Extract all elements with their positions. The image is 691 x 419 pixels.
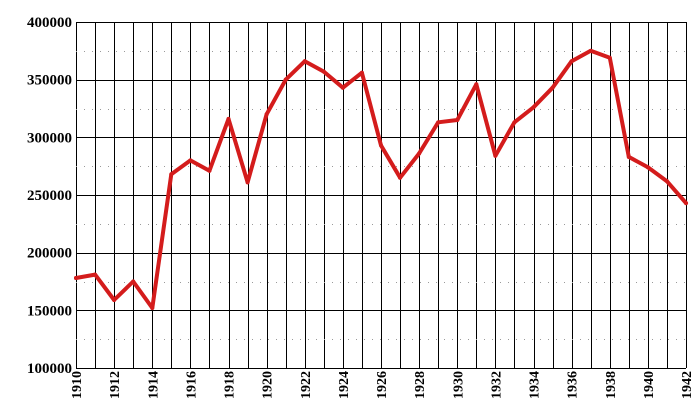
data-point [226, 116, 231, 121]
y-tick-label: 400000 [27, 15, 72, 31]
x-tick-label: 1922 [299, 371, 314, 399]
y-tick-label: 250000 [27, 188, 72, 204]
data-point [550, 85, 555, 90]
data-point [664, 179, 669, 184]
x-tick-label: 1926 [375, 371, 390, 399]
x-tick-label: 1916 [184, 371, 199, 399]
data-point [283, 77, 288, 82]
data-point [207, 168, 212, 173]
x-tick-label: 1934 [528, 371, 543, 399]
data-point [531, 105, 536, 110]
x-tick-label: 1930 [451, 371, 466, 399]
x-tick-label: 1918 [223, 371, 238, 399]
data-point [455, 118, 460, 123]
data-point [245, 180, 250, 185]
data-point [626, 154, 631, 159]
data-point [474, 82, 479, 87]
data-point [607, 55, 612, 60]
y-tick-label: 300000 [27, 130, 72, 146]
data-point [379, 143, 383, 148]
data-point [131, 279, 136, 284]
data-point [588, 48, 593, 53]
data-point [417, 151, 422, 156]
data-point [569, 59, 574, 64]
data-point [169, 172, 174, 177]
data-point [74, 276, 78, 281]
x-tick-label: 1936 [566, 371, 581, 399]
y-tick-label: 350000 [27, 73, 72, 89]
y-tick-label: 150000 [27, 303, 72, 319]
x-tick-label: 1942 [680, 371, 691, 399]
data-point [359, 70, 364, 75]
y-tick-label: 200000 [27, 246, 72, 262]
data-point [645, 165, 650, 170]
data-point [302, 59, 307, 64]
x-tick-label: 1920 [261, 371, 276, 399]
data-point [512, 120, 517, 125]
data-point [321, 69, 326, 74]
series-layer [74, 48, 688, 311]
data-point [150, 306, 155, 311]
data-point [436, 120, 441, 125]
data-point [340, 85, 345, 90]
x-tick-label: 1938 [604, 371, 619, 399]
data-point [684, 201, 688, 206]
data-point [112, 297, 117, 302]
y-axis-ticks: 100000 150000 200000 250000 300000 350000 4000… [27, 15, 72, 377]
data-point [188, 158, 193, 163]
data-point [264, 112, 269, 117]
x-tick-label: 1910 [70, 371, 85, 399]
x-tick-label: 1932 [489, 371, 504, 399]
y-tick-label: 100000 [27, 361, 72, 377]
x-tick-label: 1928 [413, 371, 428, 399]
x-tick-label: 1912 [108, 371, 123, 399]
x-tick-label: 1940 [642, 371, 657, 399]
x-tick-label: 1914 [146, 371, 161, 399]
x-axis-ticks: 1910 1912 1914 1916 1918 1920 1922 1924 1926 1928… [70, 371, 691, 399]
x-tick-label: 1924 [337, 371, 352, 399]
data-point [398, 175, 403, 180]
data-point [93, 272, 98, 277]
data-point [493, 153, 498, 158]
